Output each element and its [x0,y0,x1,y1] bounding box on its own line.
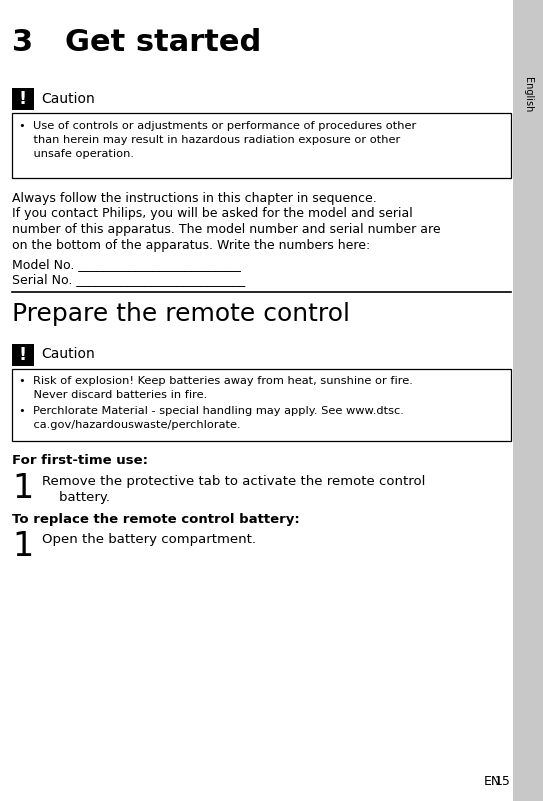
Text: To replace the remote control battery:: To replace the remote control battery: [12,513,300,525]
Text: ca.gov/hazardouswaste/perchlorate.: ca.gov/hazardouswaste/perchlorate. [19,421,241,430]
Bar [12,113,511,178]
Text: If you contact Philips, you will be asked for the model and serial: If you contact Philips, you will be aske… [12,207,413,220]
Text: EN: EN [484,775,501,788]
Text: Prepare the remote control: Prepare the remote control [12,301,350,325]
Text: than herein may result in hazardous radiation exposure or other: than herein may result in hazardous radi… [19,135,400,145]
Text: 15: 15 [495,775,511,788]
Text: Caution: Caution [41,348,94,361]
Bar [12,368,511,441]
Text: Caution: Caution [41,92,94,106]
Text: unsafe operation.: unsafe operation. [19,149,134,159]
Text: 1: 1 [12,530,33,563]
Text: For first-time use:: For first-time use: [12,454,148,468]
Text: battery.: battery. [42,490,110,504]
Text: 3   Get started: 3 Get started [12,28,261,57]
Text: Open the battery compartment.: Open the battery compartment. [42,533,256,545]
Text: English: English [523,78,533,113]
Text: Never discard batteries in fire.: Never discard batteries in fire. [19,389,207,400]
Text: !: ! [19,345,27,364]
Text: Remove the protective tab to activate the remote control: Remove the protective tab to activate th… [42,474,425,488]
Bar [12,88,34,110]
Text: number of this apparatus. The model number and serial number are: number of this apparatus. The model numb… [12,223,440,236]
Text: 1: 1 [12,473,33,505]
Bar [513,0,543,801]
Text: •  Perchlorate Material - special handling may apply. See www.dtsc.: • Perchlorate Material - special handlin… [19,406,404,417]
Bar [12,344,34,365]
Text: •  Use of controls or adjustments or performance of procedures other: • Use of controls or adjustments or perf… [19,121,416,131]
Text: Always follow the instructions in this chapter in sequence.: Always follow the instructions in this c… [12,192,377,205]
Text: on the bottom of the apparatus. Write the numbers here:: on the bottom of the apparatus. Write th… [12,239,370,252]
Text: Model No. __________________________: Model No. __________________________ [12,258,241,271]
Text: •  Risk of explosion! Keep batteries away from heat, sunshine or fire.: • Risk of explosion! Keep batteries away… [19,376,413,385]
Text: Serial No. ___________________________: Serial No. ___________________________ [12,273,245,287]
Text: !: ! [19,90,27,108]
